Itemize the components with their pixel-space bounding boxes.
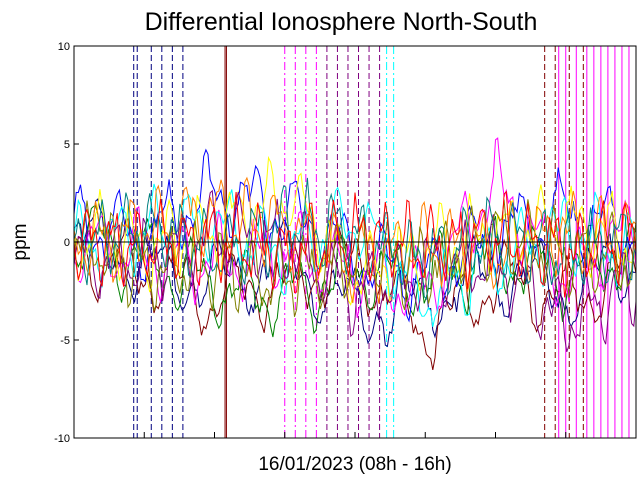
series-line — [73, 189, 637, 353]
series-10 — [73, 177, 637, 301]
series-line — [73, 190, 637, 298]
series-8 — [73, 176, 637, 304]
x-axis — [73, 432, 637, 438]
series-0 — [73, 198, 637, 348]
chart-title: Differential Ionosphere North-South — [145, 8, 538, 36]
series-11 — [73, 190, 637, 298]
y-tick-label: 10 — [58, 41, 70, 53]
y-tick-label: -10 — [54, 433, 70, 445]
series-line — [73, 176, 637, 304]
x-axis-label: 16/01/2023 (08h - 16h) — [258, 454, 451, 475]
y-tick-label: -5 — [60, 335, 70, 347]
series-line — [73, 177, 637, 301]
y-axis-label: ppm — [10, 224, 31, 261]
y-tick-label: 0 — [64, 237, 70, 249]
series-layer — [73, 46, 637, 438]
y-tick-label: 5 — [64, 139, 70, 151]
series-line — [73, 198, 637, 348]
series-7 — [73, 189, 637, 353]
y-axis: 10 5 0 -5 -10 — [54, 41, 79, 445]
